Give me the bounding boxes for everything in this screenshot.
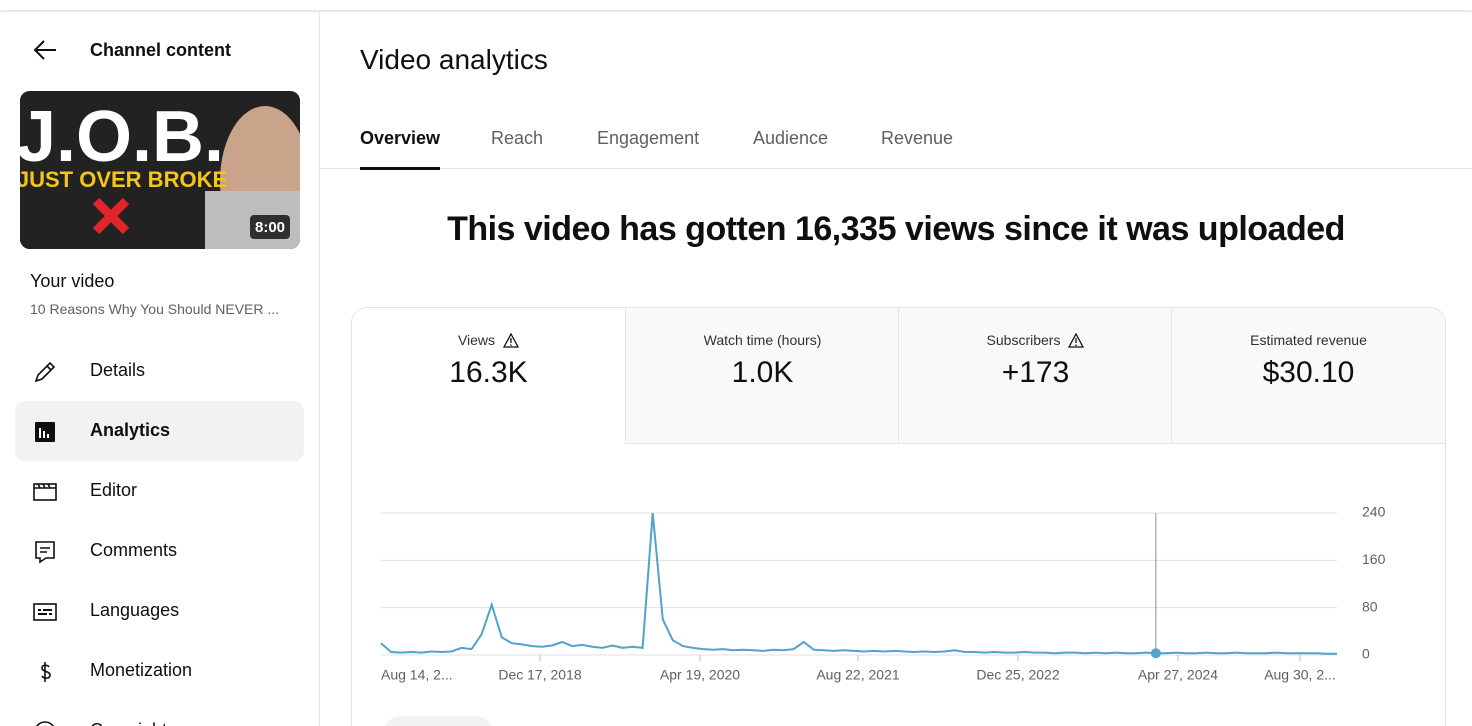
metric-label-text: Subscribers — [986, 332, 1061, 348]
nav-icon — [33, 603, 57, 621]
your-video: Your video — [30, 271, 115, 291]
duration: 8:00 — [255, 219, 285, 236]
warning-icon — [503, 333, 520, 348]
nav-label: Comments — [90, 540, 178, 560]
nav-icon — [33, 483, 57, 501]
metric-label: Watch time (hours) — [626, 332, 899, 348]
nav-label: Analytics — [90, 420, 171, 440]
page-title: Video analytics — [360, 44, 548, 75]
metric-card[interactable]: Views 16.3K — [352, 308, 625, 443]
video-title: 10 Reasons Why You Should NEVER ... — [30, 301, 280, 317]
channel-content[interactable]: Channel content — [90, 40, 232, 60]
metric-value: +173 — [1001, 356, 1070, 389]
nav-label: Copyright — [90, 720, 167, 726]
nav-label: Languages — [90, 600, 180, 620]
metric-value: 16.3K — [449, 356, 528, 389]
nav-item[interactable]: Monetization — [15, 641, 304, 701]
nav-icon — [41, 662, 51, 682]
metric-value: 1.0K — [731, 356, 794, 389]
metric-label-text: Views — [457, 332, 496, 348]
nav-label: Editor — [90, 480, 138, 500]
metric-card[interactable]: Watch time (hours) 1.0K — [625, 308, 899, 444]
nav-item[interactable]: Details — [15, 341, 304, 401]
nav-item[interactable]: Languages — [15, 581, 304, 641]
tab[interactable]: Overview — [360, 128, 441, 170]
nav-icon — [35, 422, 55, 442]
metric-label: Estimated revenue — [1172, 332, 1445, 348]
tab[interactable]: Audience — [753, 128, 829, 148]
tab[interactable]: Engagement — [597, 128, 700, 148]
headline: This video has gotten 16,335 views since… — [447, 210, 1345, 248]
tab[interactable]: Revenue — [881, 128, 954, 148]
more-button[interactable] — [383, 716, 493, 726]
nav-label: Details — [90, 360, 146, 380]
nav-item[interactable]: Analytics — [15, 401, 304, 461]
nav-icon — [36, 721, 54, 726]
metric-card[interactable]: Estimated revenue $30.10 — [1171, 308, 1445, 444]
nav-icon — [34, 361, 56, 383]
sidebar: Channel content J.O.B. JUST OVER BROKE 8… — [0, 10, 320, 726]
metric-label: Subscribers — [899, 332, 1172, 348]
thumb-subtitle: JUST OVER BROKE — [20, 167, 227, 192]
tab[interactable]: Reach — [491, 128, 544, 148]
nav-label: Monetization — [90, 660, 193, 680]
top-bar — [0, 0, 1472, 10]
nav-item[interactable]: Copyright — [15, 701, 304, 726]
metrics-panel: Views 16.3K Watch time (hours) 1.0K Subscrib… — [351, 307, 1446, 726]
metric-label-text: Estimated revenue — [1250, 332, 1367, 348]
nav-icon — [35, 541, 55, 564]
metric-value: $30.10 — [1262, 356, 1355, 389]
tabs: Overview Reach Engagement Audience Revenue — [320, 110, 1472, 170]
nav-item[interactable]: Editor — [15, 461, 304, 521]
metric-label: Views — [352, 332, 625, 348]
metric-card[interactable]: Subscribers +173 — [898, 308, 1172, 444]
metric-label-text: Watch time (hours) — [703, 332, 822, 348]
thumb-title: J.O.B. — [20, 97, 224, 177]
warning-icon — [1068, 333, 1085, 348]
thumbnail[interactable]: J.O.B. JUST OVER BROKE 8:00 — [20, 91, 300, 249]
back-button[interactable] — [32, 38, 58, 62]
nav-item[interactable]: Comments — [15, 521, 304, 581]
